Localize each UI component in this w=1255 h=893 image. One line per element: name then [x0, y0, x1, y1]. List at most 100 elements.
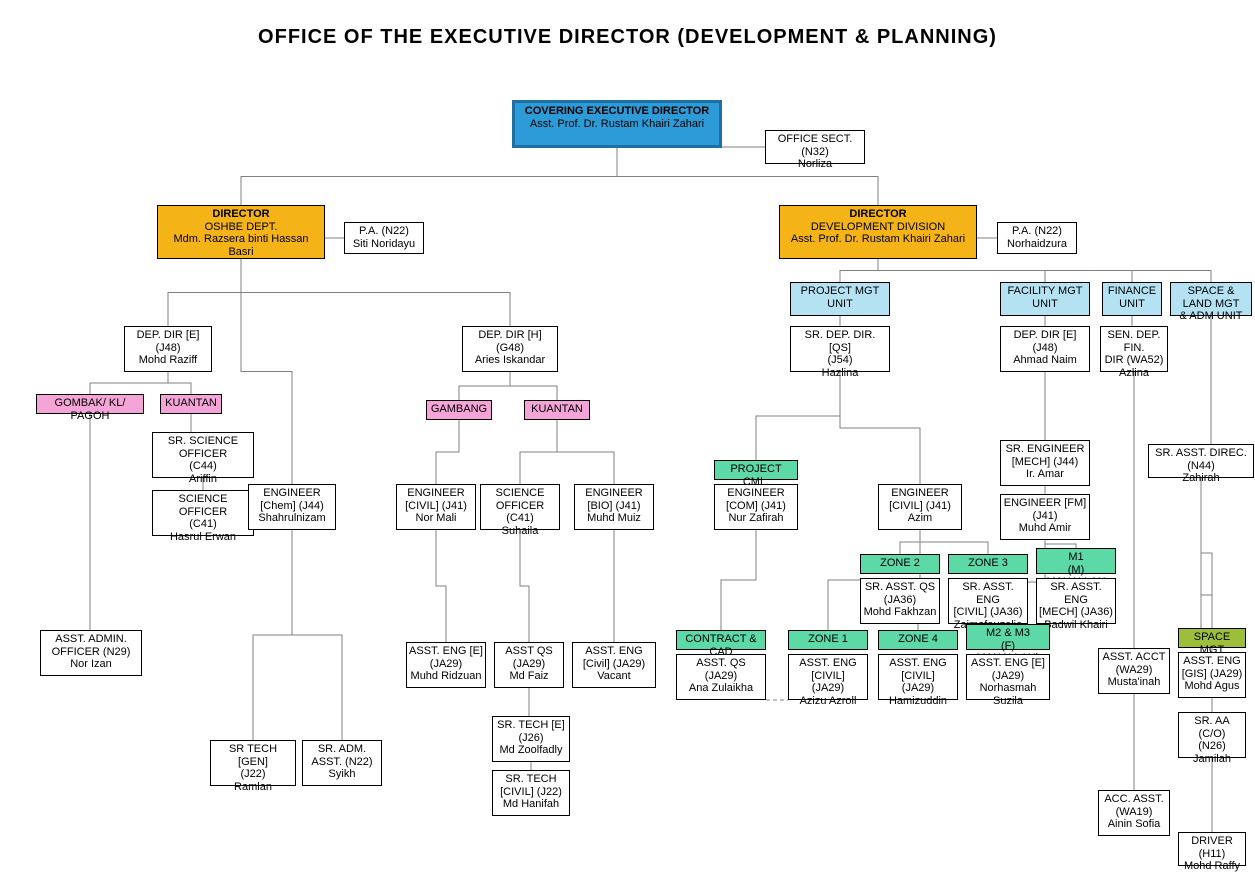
- node-line: SR. ASST. DIREC. (N44): [1151, 447, 1251, 472]
- node-line: ENGINEER [FM]: [1003, 497, 1087, 510]
- node-line: [BIO] (J41): [577, 500, 651, 513]
- node-line: OFFICER (N29): [43, 646, 139, 659]
- node-line: [CIVIL] (JA36): [951, 606, 1025, 619]
- node-line: UNIT: [793, 298, 887, 311]
- node-asst-eng-c: ASST. ENG[Civil] (JA29)Vacant: [572, 642, 656, 688]
- node-line: SCIENCE OFFICER: [483, 487, 557, 512]
- node-line: ZONE 4: [881, 633, 955, 646]
- node-srdep-qs: SR. DEP. DIR. [QS](J54)Hazlina: [790, 326, 890, 372]
- node-zone1: ASST. ENG [CIVIL](JA29)Azizu Azroll: [788, 654, 868, 700]
- node-line: & ADM UNIT: [1173, 310, 1249, 323]
- node-line: Norhasmah Suzila: [969, 682, 1047, 707]
- node-line: ENGINEER: [881, 487, 959, 500]
- node-exec: COVERING EXECUTIVE DIRECTORAsst. Prof. D…: [512, 100, 722, 148]
- node-asst-adm: ASST. ADMIN.OFFICER (N29)Nor Izan: [40, 630, 142, 676]
- node-kuantan1: KUANTAN: [160, 394, 222, 414]
- node-line: Azizu Azroll: [791, 695, 865, 708]
- node-line: ASST. ENG: [1181, 655, 1243, 668]
- node-line: ASST. QS: [679, 657, 763, 670]
- node-sci-off2: SCIENCE OFFICER(C41)Suhaila: [480, 484, 560, 530]
- node-line: Md Hanifah: [495, 798, 567, 811]
- org-chart: OFFICE OF THE EXECUTIVE DIRECTOR (DEVELO…: [0, 0, 1255, 893]
- node-line: (JA29): [881, 682, 955, 695]
- node-line: SR TECH [GEN]: [213, 743, 293, 768]
- node-line: (C41): [483, 512, 557, 525]
- node-line: (JA29): [679, 670, 763, 683]
- node-asst-acct: ASST. ACCT(WA29)Musta'inah: [1098, 648, 1170, 694]
- node-line: SEN. DEP. FIN.: [1103, 329, 1165, 354]
- node-line: ZONE 3: [951, 557, 1025, 570]
- node-m23: ASST. ENG [E](JA29)Norhasmah Suzila: [966, 654, 1050, 700]
- node-sci: SCIENCE OFFICER(C41)Hasrul Erwan: [152, 490, 254, 536]
- node-line: M2 & M3: [969, 627, 1047, 640]
- node-m1: SR. ASST. ENG[MECH] (JA36)Badwil Khairi: [1036, 578, 1116, 624]
- node-line: ACC. ASST.: [1101, 793, 1167, 806]
- node-line: ENGINEER: [577, 487, 651, 500]
- node-line: Siti Noridayu: [347, 238, 421, 251]
- node-eng-bio: ENGINEER[BIO] (J41)Muhd Muiz: [574, 484, 654, 530]
- node-line: ENGINEER: [251, 487, 333, 500]
- node-line: Mohd Raffy: [1181, 860, 1243, 873]
- node-line: OFFICE SECT. (N32): [768, 133, 862, 158]
- node-line: ASST. ACCT: [1101, 651, 1167, 664]
- node-dir-oshbe: DIRECTOROSHBE DEPT.Mdm. Razsera binti Ha…: [157, 205, 325, 259]
- node-spacemgt-h: SPACE MGT: [1178, 628, 1246, 648]
- node-kuantan2: KUANTAN: [524, 400, 590, 420]
- node-eng-civil2: ENGINEER[CIVIL] (J41)Azim: [878, 484, 962, 530]
- node-zone1h: ZONE 1: [788, 630, 868, 650]
- node-line: (JA36): [863, 594, 937, 607]
- node-line: [COM] (J41): [717, 500, 795, 513]
- node-line: SR. AA (C/O): [1181, 715, 1243, 740]
- node-line: ENGINEER: [717, 487, 795, 500]
- node-sreng-mech: SR. ENGINEER[MECH] (J44)Ir. Amar: [1000, 440, 1090, 486]
- node-line: SR. ASST. ENG: [1039, 581, 1113, 606]
- node-line: SR. DEP. DIR. [QS]: [793, 329, 887, 354]
- node-line: SR. TECH: [495, 773, 567, 786]
- node-spacemgt: ASST. ENG[GIS] (JA29)Mohd Agus: [1178, 652, 1246, 698]
- node-srasstdir: SR. ASST. DIREC. (N44)Zahirah: [1148, 444, 1254, 478]
- node-zone2: SR. ASST. QS(JA36)Mohd Fakhzan: [860, 578, 940, 624]
- node-eng-fm: ENGINEER [FM](J41)Muhd Amir: [1000, 494, 1090, 540]
- node-line: Muhd Muiz: [577, 512, 651, 525]
- node-line: Ana Zulaikha: [679, 682, 763, 695]
- node-line: Mohd Fakhzan: [863, 606, 937, 619]
- node-line: P.A. (N22): [1000, 225, 1074, 238]
- node-line: Mdm. Razsera binti Hassan Basri: [160, 233, 322, 258]
- node-space-unit: SPACE & LAND MGT& ADM UNIT: [1170, 282, 1252, 316]
- node-zone4: ASST. ENG [CIVIL](JA29)Hamizuddin: [878, 654, 958, 700]
- node-sraa: SR. AA (C/O)(N26)Jamilah: [1178, 712, 1246, 758]
- node-gambang: GAMBANG: [426, 400, 492, 420]
- node-line: [CIVIL] (J22): [495, 786, 567, 799]
- node-line: Asst. Prof. Dr. Rustam Khairi Zahari: [517, 118, 717, 131]
- node-line: (J48): [1003, 342, 1087, 355]
- node-line: Musta'inah: [1101, 676, 1167, 689]
- node-line: Vacant: [575, 670, 653, 683]
- node-line: UNIT: [1003, 298, 1087, 311]
- node-line: Mohd Agus: [1181, 680, 1243, 693]
- node-line: [Chem] (J44): [251, 500, 333, 513]
- node-line: GAMBANG: [429, 403, 489, 416]
- node-line: UNIT: [1105, 298, 1159, 311]
- node-zone3: SR. ASST. ENG[CIVIL] (JA36)Zaimafauzelie: [948, 578, 1028, 624]
- node-line: GOMBAK/ KL/ PAGOH: [39, 397, 141, 422]
- node-line: (JA29): [409, 658, 483, 671]
- node-line: Hamizuddin: [881, 695, 955, 708]
- node-line: Hazlina: [793, 367, 887, 380]
- node-hdr: DIRECTOR: [782, 208, 974, 221]
- node-line: Azlina: [1103, 367, 1165, 380]
- node-srsci: SR. SCIENCE OFFICER(C44)Ariffin: [152, 432, 254, 478]
- node-line: ASST. ENG [CIVIL]: [881, 657, 955, 682]
- node-line: (JA29): [497, 658, 561, 671]
- node-line: [CIVIL] (J41): [881, 500, 959, 513]
- node-m1h: M1(M) MAHALLAH: [1036, 548, 1116, 574]
- node-line: SCIENCE OFFICER: [155, 493, 251, 518]
- node-line: SR. ASST. QS: [863, 581, 937, 594]
- node-asst-eng-e: ASST. ENG [E](JA29)Muhd Ridzuan: [406, 642, 486, 688]
- node-line: SR. SCIENCE OFFICER: [155, 435, 251, 460]
- node-line: [Civil] (JA29): [575, 658, 653, 671]
- node-line: DEP. DIR [E]: [127, 329, 209, 342]
- node-line: (JA29): [791, 682, 865, 695]
- node-line: KUANTAN: [527, 403, 587, 416]
- node-line: (N26): [1181, 740, 1243, 753]
- node-line: ASST. (N22): [305, 756, 379, 769]
